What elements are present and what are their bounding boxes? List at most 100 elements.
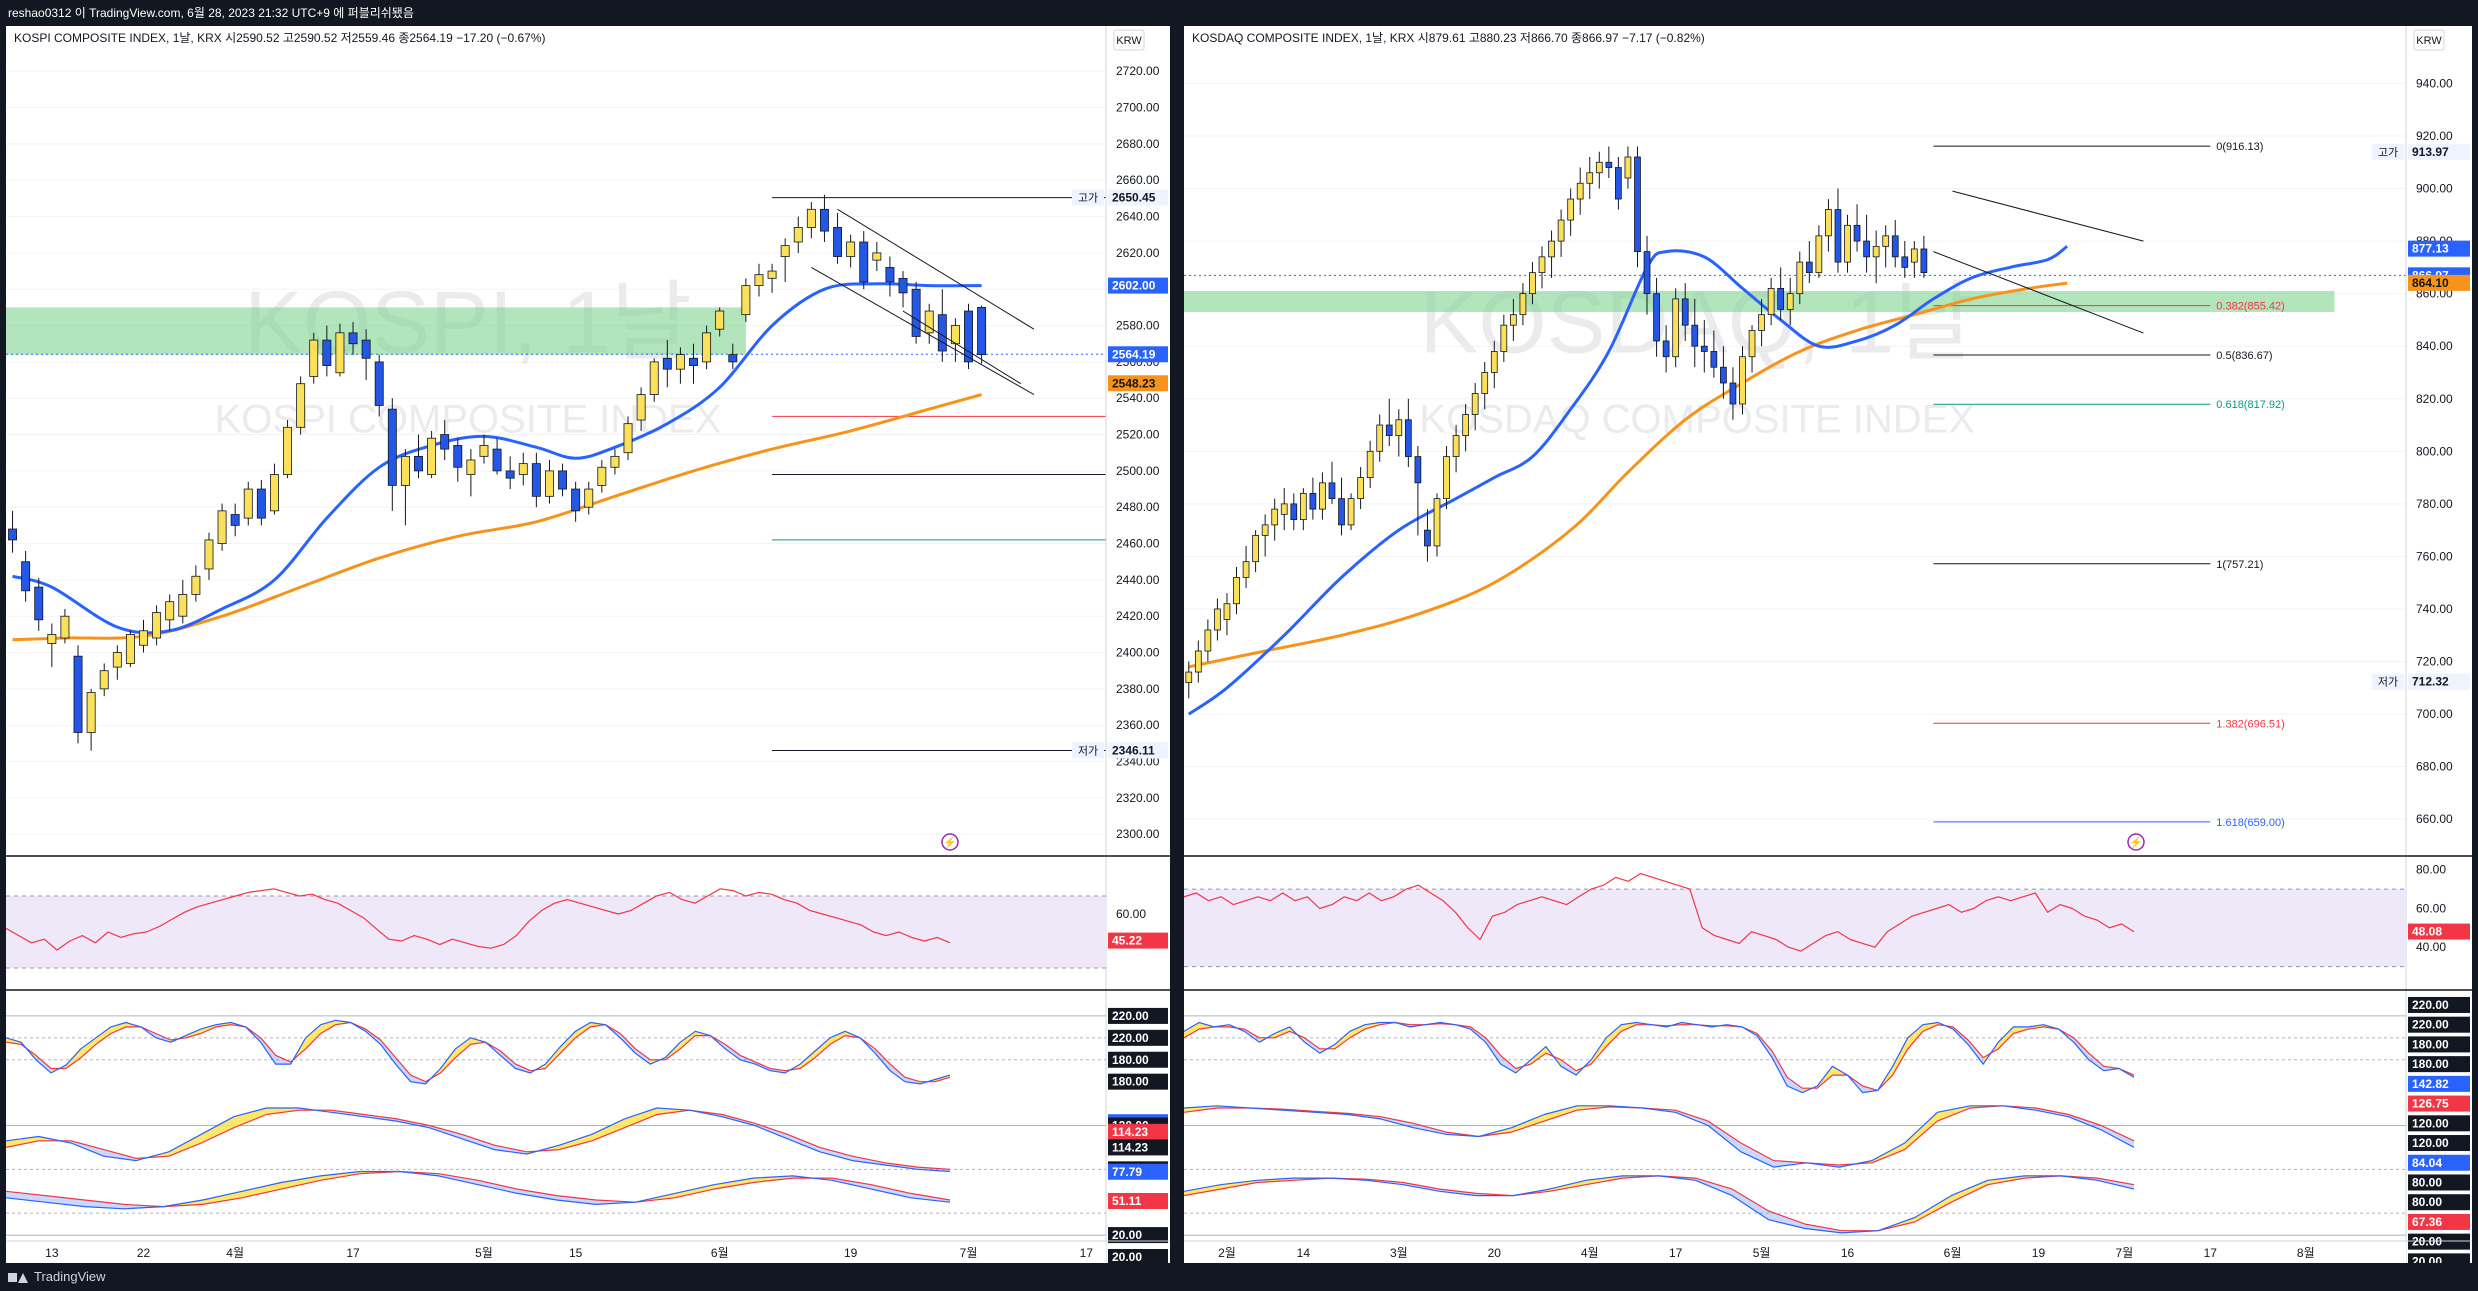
kospi-stoch-label: 180.00 [1112,1075,1149,1089]
kospi-currency-text: KRW [1116,35,1142,47]
kospi-channel-line [837,208,1035,330]
kospi-candle [819,208,829,232]
kosdaq-rsi-band [1184,889,2406,967]
kospi-x-tick: 7월 [960,1246,978,1260]
kosdaq-x-tick: 14 [1297,1246,1311,1260]
kosdaq-candle [1223,603,1231,620]
kosdaq-stoch-label: 142.82 [2412,1077,2449,1091]
kosdaq-stoch2-d-line [1184,1105,2135,1166]
kospi-stoch1-fill-seg [320,1020,336,1034]
kosdaq-chart-panel[interactable]: KOSDAQ, 1날 KOSDAQ COMPOSITE INDEX 0(916.13… [1184,26,2472,1263]
kosdaq-candle [1834,209,1842,263]
kosdaq-currency-box [2413,29,2445,51]
kospi-candle [191,575,201,595]
kosdaq-candle [1872,245,1880,258]
kosdaq-stoch2-fill [1184,1105,2134,1168]
kospi-currency-box [1113,29,1145,51]
kospi-stoch1-fill-seg [80,1037,96,1058]
kosdaq-stoch-label: 84.04 [2412,1156,2442,1170]
kospi-stoch3-fill-seg [202,1191,242,1205]
kosdaq-candle [1357,477,1364,500]
kospi-stoch1-fill-seg [575,1022,591,1038]
kosdaq-lightning-icon-glyph: ⚡ [2129,836,2143,849]
kosdaq-price-label-box [2408,274,2470,291]
kosdaq-fib-label: 0.382(855.42) [2216,301,2285,313]
kosdaq-stoch-label: 180.00 [2412,1037,2449,1051]
kospi-candle [636,394,646,421]
kospi-candle [283,426,293,475]
kospi-candle [86,692,96,733]
kospi-candle [610,455,620,468]
tradingview-logo[interactable]: TradingView [8,1263,106,1291]
kospi-candle [793,227,803,243]
kosdaq-stoch-label-box [2408,1016,2470,1033]
kosdaq-price-caption-box [2372,673,2404,690]
kosdaq-candle [1414,456,1422,484]
kosdaq-y-tick: 920.00 [2416,129,2453,143]
kosdaq-stoch3-fill-seg [1184,1184,1221,1196]
kosdaq-stoch-label-box [2408,1233,2470,1250]
kospi-stoch1-fill-seg [380,1040,396,1065]
kosdaq-stoch1-fill-seg [1591,1037,1607,1065]
kospi-candle [597,466,607,486]
kosdaq-x-tick: 17 [2204,1246,2218,1260]
kospi-y-tick: 2460.00 [1116,537,1160,551]
kosdaq-stoch-label: 220.00 [2412,998,2449,1012]
kosdaq-candle [1347,498,1355,526]
kospi-rsi-value-box [1108,932,1168,949]
kospi-y-tick: 2420.00 [1116,609,1160,623]
kospi-candle [414,455,423,472]
kospi-candle [348,332,358,345]
kosdaq-x-tick: 7월 [2116,1246,2134,1260]
kosdaq-candle [1729,382,1737,405]
kosdaq-candle [1299,492,1307,521]
kosdaq-rsi-value: 48.08 [2412,925,2442,939]
kospi-candle [623,423,633,454]
kospi-currency-badge: KRW [1113,29,1145,51]
kosdaq-legend: KOSDAQ COMPOSITE INDEX, 1날, KRX 시879.61 … [1192,31,1705,45]
kospi-candle [571,488,581,512]
kosdaq-stoch-label-box [2408,1253,2470,1263]
kospi-y-tick: 2480.00 [1116,500,1160,514]
kosdaq-stoch1-fill-seg [1787,1077,1803,1093]
kosdaq-lightning-icon-ring [2127,833,2145,851]
kospi-support-zone [6,307,746,355]
kospi-candle [806,208,816,228]
kospi-stoch-label-box [1108,1051,1168,1068]
kosdaq-fib-label: 1.618(659.00) [2216,817,2285,829]
kosdaq-stoch2-fill-seg [1544,1105,1578,1122]
kosdaq-price-caption: 저가 [2378,676,2398,689]
kospi-rsi-tick: 60.00 [1116,907,1146,921]
kosdaq-lightning-icon: ⚡ [2127,833,2145,851]
kosdaq-candle [1395,419,1403,436]
kospi-stoch1-fill-seg [620,1033,636,1054]
kospi-stoch-label-box [1108,1029,1168,1046]
kosdaq-price-label: 864.10 [2412,276,2449,290]
kosdaq-candle [1290,503,1298,521]
kospi-stoch3-k-line [6,1170,951,1210]
kospi-candle [977,307,987,356]
kosdaq-stoch1-fill-seg [2088,1053,2104,1071]
kospi-stoch1-fill-seg [875,1048,891,1071]
kospi-candle [243,488,253,519]
kospi-price-caption-box [1072,742,1104,759]
kosdaq-candle [1309,492,1317,510]
kospi-candle [505,470,515,479]
kospi-candle [204,539,214,570]
kosdaq-currency-badge: KRW [2413,29,2445,51]
kospi-stoch2-fill-seg [819,1147,853,1161]
kosdaq-fib-label: 0(916.13) [2216,141,2263,153]
tradingview-logo-icon [8,1271,28,1283]
kospi-chart-panel[interactable]: KOSPI, 1날KOSPI COMPOSITE INDEX⚡2300.0023… [6,26,1170,1263]
kosdaq-price-label: 877.13 [2412,242,2449,256]
kospi-stoch2-fill-seg [461,1134,495,1150]
kospi-chart-svg[interactable]: KOSPI, 1날KOSPI COMPOSITE INDEX⚡2300.0023… [6,26,1170,1263]
kosdaq-candle [1376,424,1384,452]
kosdaq-stoch-label-box [2408,1075,2470,1092]
kosdaq-stoch1-fill-seg [1561,1059,1577,1076]
kospi-x-tick: 17 [346,1246,360,1260]
kospi-x-tick: 22 [137,1246,151,1260]
kosdaq-stoch-label-box [2408,1174,2470,1191]
kosdaq-candle [1529,272,1536,295]
